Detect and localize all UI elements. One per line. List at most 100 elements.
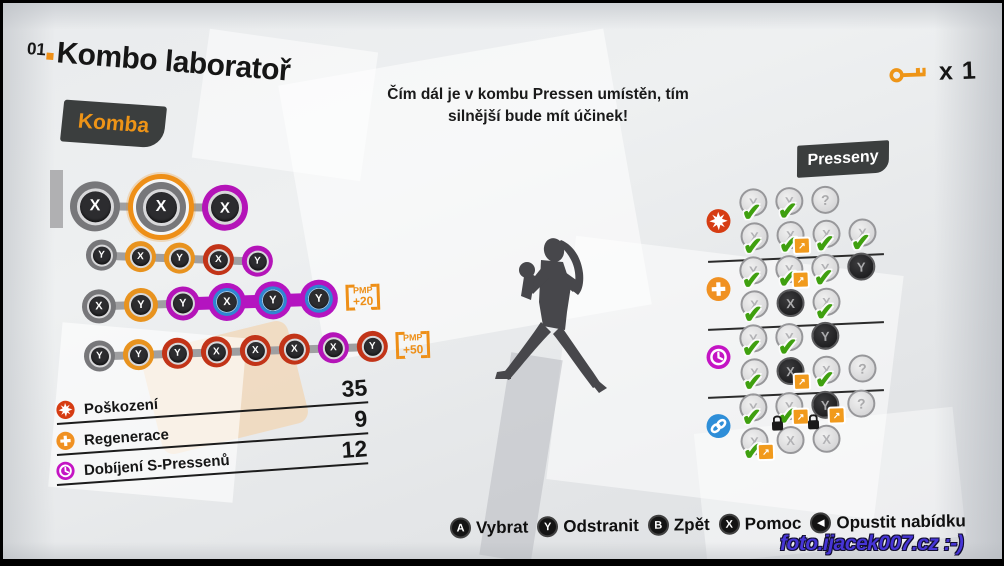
pressen-group-cooldown: Y Y Y X X X ? — [705, 320, 877, 391]
pmp-bonus-badge: PMP +20 — [345, 283, 381, 311]
stat-value: 35 — [340, 374, 369, 403]
combo-button[interactable]: Y — [165, 285, 201, 322]
combo-row: Y X Y X Y — [85, 239, 274, 278]
check-icon — [741, 269, 762, 294]
selection-cursor-ring[interactable]: X — [127, 173, 195, 241]
combo-button-letter: X — [223, 295, 231, 309]
hint-label: Zpět — [673, 514, 710, 534]
combo-button[interactable]: X — [201, 184, 249, 231]
pmp-value: +20 — [352, 294, 374, 309]
tab-komba: Komba — [59, 99, 168, 149]
combo-button[interactable]: X — [81, 288, 117, 324]
combo-button[interactable]: Y — [253, 280, 293, 320]
check-icon — [743, 371, 764, 396]
check-icon — [741, 337, 762, 362]
pressen-letter: X — [785, 295, 796, 311]
combo-button[interactable]: X — [69, 181, 121, 232]
combo-button[interactable]: X — [202, 243, 235, 276]
combo-button[interactable]: Y — [85, 239, 118, 272]
pressen-item[interactable]: Y — [774, 186, 804, 216]
combo-button-letter: Y — [179, 297, 187, 310]
hint-select[interactable]: A Vybrat — [449, 517, 529, 539]
regen-icon — [55, 430, 76, 451]
combo-button[interactable]: Y — [241, 244, 274, 278]
combo-button-letter: X — [290, 343, 298, 355]
lock-icon — [807, 420, 820, 430]
damage-icon — [55, 399, 76, 420]
pressen-item-unknown[interactable]: ? — [848, 354, 877, 384]
equipped-badge-icon — [792, 372, 812, 391]
combo-button-letter: Y — [175, 252, 183, 264]
combo-button-letter: X — [89, 197, 101, 215]
combo-button-letter: Y — [269, 294, 277, 307]
combo-button[interactable]: Y — [123, 287, 159, 323]
hint-label: Pomoc — [744, 513, 802, 533]
combo-button-letter: Y — [314, 292, 323, 305]
background-shade — [934, 0, 1004, 566]
character-silhouette — [495, 238, 607, 393]
combo-button[interactable]: Y — [122, 338, 155, 371]
combo-button[interactable]: Y — [299, 279, 339, 319]
pressen-item[interactable]: X — [812, 219, 842, 249]
hint-label: Odstranit — [563, 515, 639, 536]
hint-line-2: silnější bude mít účinek! — [447, 107, 628, 125]
pmp-bonus-badge: PMP +50 — [395, 331, 431, 359]
pressen-item[interactable]: Y — [774, 322, 804, 352]
combo-button[interactable]: X — [278, 333, 311, 366]
combo-button[interactable]: X — [207, 282, 247, 322]
hint-exit-menu[interactable]: ◀ Opustit nabídku — [810, 510, 966, 534]
equipped-badge-icon — [792, 236, 812, 255]
pressen-item-equipped[interactable]: Y — [810, 321, 840, 351]
pressen-item[interactable]: X — [812, 355, 842, 385]
combo-button[interactable]: X — [239, 334, 272, 367]
regen-icon — [706, 276, 731, 301]
pressen-letter: ? — [856, 395, 866, 412]
check-icon — [741, 201, 762, 226]
pressen-item[interactable]: Y — [738, 323, 768, 353]
combo-button[interactable]: Y — [356, 330, 389, 363]
combo-button[interactable]: Y — [161, 337, 194, 370]
pressen-item[interactable]: Y — [738, 187, 768, 217]
stat-value: 9 — [353, 405, 369, 433]
pressen-row: Y Y Y — [738, 320, 876, 353]
lock-icon — [771, 421, 784, 431]
pressen-item[interactable]: Y — [774, 254, 811, 289]
background-shade — [0, 0, 1004, 30]
pressen-row: Y Y Y Y — [738, 252, 876, 289]
combo-button-letter: Y — [95, 350, 104, 362]
combo-button[interactable]: Y — [83, 339, 116, 372]
pressen-item-locked[interactable]: X — [807, 420, 842, 454]
pressen-item-unknown[interactable]: ? — [846, 389, 876, 419]
background-shade — [0, 0, 55, 566]
combo-button-letter: Y — [368, 340, 376, 353]
hint-remove[interactable]: Y Odstranit — [537, 515, 639, 538]
combo-button[interactable]: X — [124, 240, 157, 273]
pmp-value: +50 — [402, 342, 424, 357]
pressen-item-unknown[interactable]: ? — [810, 185, 840, 215]
check-icon — [777, 200, 798, 225]
equipped-badge-icon — [791, 270, 811, 289]
pressen-item[interactable]: Y — [738, 392, 768, 422]
combo-button[interactable]: X — [200, 335, 233, 368]
pressen-item[interactable]: X — [848, 218, 877, 248]
gamepad-y-icon: Y — [537, 516, 559, 538]
combo-button-letter: X — [95, 300, 103, 313]
combo-button-letter: Y — [137, 298, 145, 312]
pressen-letter: Y — [856, 258, 866, 275]
combo-button-selected[interactable]: X — [135, 181, 187, 233]
combo-button[interactable]: X — [317, 331, 350, 364]
pressen-item[interactable]: Y — [738, 255, 768, 285]
check-icon — [741, 406, 762, 431]
pressen-item[interactable]: Y — [810, 253, 840, 283]
key-counter: x 1 — [888, 56, 978, 88]
pressen-group-regeneration: Y Y Y Y X X X — [705, 252, 877, 320]
pressen-letter: ? — [857, 360, 868, 377]
hint-line-1: Čím dál je v kombu Pressen umístěn, tím — [387, 86, 689, 103]
hint-label: Opustit nabídku — [836, 510, 966, 532]
hint-back[interactable]: B Zpět — [647, 514, 710, 536]
damage-icon — [706, 208, 731, 233]
pressen-item-equipped[interactable]: Y — [846, 252, 876, 282]
pressen-letter: ? — [820, 191, 830, 208]
combo-button[interactable]: Y — [163, 242, 196, 275]
